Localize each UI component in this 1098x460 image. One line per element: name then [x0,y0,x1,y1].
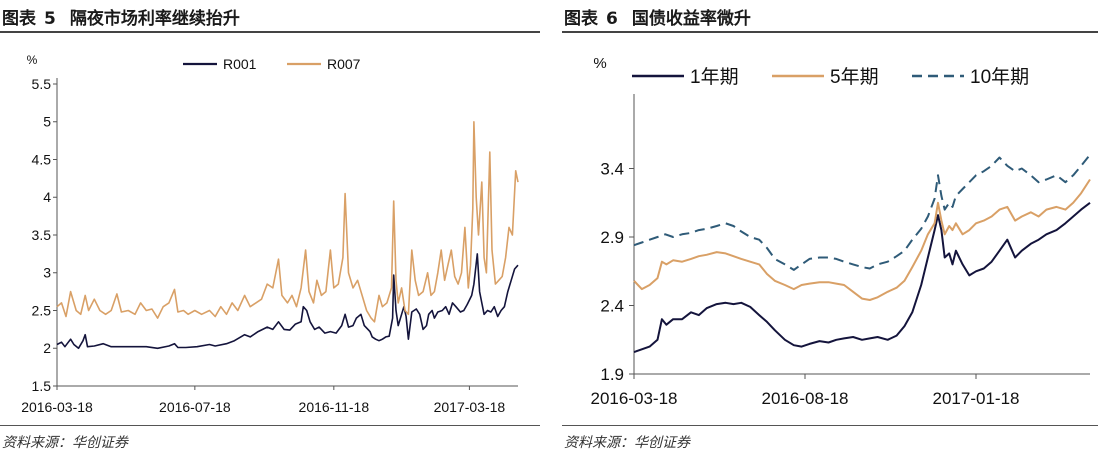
chart0-y-tick-label: 5.5 [32,76,52,92]
chart0-x-tick-label: 2016-03-18 [21,399,93,415]
figure-5-chart: % 1.5 2 2.5 3 3.5 4 4.5 5 5.5 2016-03-18 2016-07-18… [21,53,519,415]
chart1-y-tick-label: 1.9 [600,365,624,384]
chart0-y-unit-label: % [27,53,38,67]
chart0-y-tick-label: 1.5 [32,378,52,394]
chart0-x-tick-label: 2016-07-18 [159,399,231,415]
chart1-series-line-1 [633,202,1091,354]
chart1-x-tick-label: 2016-08-18 [762,389,849,408]
figure-5: 图表 5 隔夜市场利率继续抬升 % 1.5 2 2.5 3 3.5 4 4.5 5 5.5 2016-0… [0,0,540,460]
figure-6-bottom-rule [562,425,1098,426]
chart1-legend-label-3: 10年期 [970,66,1029,88]
chart0-series-line-1 [56,253,519,350]
figure-6-title: 图表 6 国债收益率微升 [564,4,751,29]
figure-5-title-rule [0,31,540,33]
figure-5-bottom-rule [0,425,540,426]
chart0-y-tick-label: 3.5 [32,227,52,243]
chart0-legend-label-1: R001 [223,56,257,72]
chart0-y-tick-label: 2 [43,340,51,356]
chart1-series-line-3 [633,154,1091,271]
figure-5-title: 图表 5 隔夜市场利率继续抬升 [2,4,240,29]
figure-6-title-text: 国债收益率微升 [631,9,751,29]
figure-6-number: 6 [606,9,618,29]
chart1-legend-label-1: 1年期 [690,66,739,88]
chart1-y-tick-label: 2.9 [600,228,624,247]
figure-5-source: 资料来源：华创证券 [2,435,128,451]
chart0-y-tick-label: 4.5 [32,151,52,167]
chart1-x-tick-label: 2016-03-18 [591,389,678,408]
chart0-y-tick-label: 5 [43,114,51,130]
chart0-legend-label-2: R007 [327,56,361,72]
figure-6-chart: % 1.9 2.4 2.9 3.4 2016-03-18 2016-08-18 2017-01… [591,55,1091,408]
chart0-y-tick-label: 3 [43,265,51,281]
chart0-series-line-2 [56,121,519,323]
chart1-y-tick-label: 3.4 [600,159,624,178]
chart0-x-tick-label: 2016-11-18 [299,399,370,415]
chart0-y-tick-label: 4 [43,189,51,205]
figure-5-title-text: 隔夜市场利率继续抬升 [69,9,240,29]
chart1-y-tick-label: 2.4 [600,296,624,315]
figure-5-title-prefix: 图表 [2,9,36,29]
chart1-x-tick-label: 2017-01-18 [933,389,1020,408]
figure-6-source: 资料来源：华创证券 [564,435,690,451]
figure-6-title-prefix: 图表 [564,9,598,29]
figure-6-title-rule [562,31,1098,33]
chart1-series-line-2 [633,178,1091,301]
chart1-legend-label-2: 5年期 [830,66,879,88]
figure-5-number: 5 [44,9,56,29]
chart1-y-unit-label: % [593,55,606,72]
chart0-y-tick-label: 2.5 [32,302,52,318]
figure-6: 图表 6 国债收益率微升 % 1.9 2.4 2.9 3.4 2016-03-18 2016-0… [562,0,1098,460]
chart0-x-tick-label: 2017-03-18 [434,399,506,415]
